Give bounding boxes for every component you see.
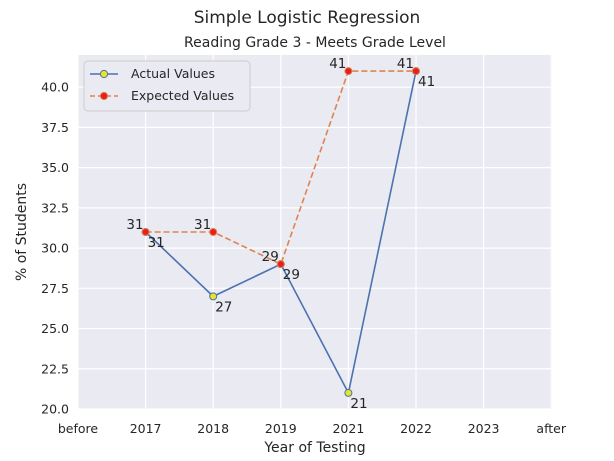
x-axis-label: Year of Testing [263, 440, 365, 456]
y-tick-label: 32.5 [41, 200, 69, 215]
expected-series-line [145, 70, 416, 266]
legend-label-expected: Expected Values [131, 88, 234, 103]
chart-title: Simple Logistic Regression [194, 8, 421, 28]
actual-point [344, 388, 353, 397]
x-tick-label: before [58, 421, 99, 436]
y-tick-label: 25.0 [41, 321, 69, 336]
x-tick-label: after [536, 421, 566, 436]
y-tick-label: 40.0 [41, 80, 69, 95]
tick-layer: before 2017 2018 2019 2021 2022 2023 after 20.0 2… [41, 80, 567, 436]
actual-data-label: 31 [148, 235, 165, 251]
legend: Actual Values Expected Values [83, 60, 251, 112]
y-tick-label: 30.0 [41, 241, 69, 256]
legend-marker-actual [99, 69, 109, 79]
x-tick-label: 2023 [468, 421, 500, 436]
actual-data-label: 29 [283, 267, 300, 283]
expected-data-label: 41 [397, 56, 414, 72]
chart-subtitle: Reading Grade 3 - Meets Grade Level [184, 35, 446, 51]
expected-data-label: 29 [262, 249, 279, 265]
expected-point [276, 260, 285, 269]
expected-data-label: 31 [126, 217, 143, 233]
expected-point [344, 67, 353, 76]
y-tick-label: 20.0 [41, 402, 69, 417]
legend-marker-expected [99, 91, 109, 101]
actual-point [209, 292, 218, 301]
actual-data-label: 27 [215, 299, 232, 315]
y-axis-label: % of Students [14, 183, 30, 281]
y-tick-label: 35.0 [41, 160, 69, 175]
x-tick-label: 2021 [332, 421, 364, 436]
x-tick-label: 2018 [197, 421, 229, 436]
actual-data-label: 21 [350, 396, 367, 412]
y-tick-label: 22.5 [41, 361, 69, 376]
expected-data-label: 31 [194, 217, 211, 233]
expected-data-label: 41 [329, 56, 346, 72]
y-tick-label: 37.5 [41, 120, 69, 135]
x-tick-label: 2019 [265, 421, 297, 436]
legend-label-actual: Actual Values [131, 66, 215, 81]
x-tick-label: 2022 [400, 421, 432, 436]
expected-point [209, 228, 218, 236]
series-layer [141, 67, 420, 397]
expected-point [141, 228, 150, 236]
actual-data-label: 41 [418, 74, 435, 90]
legend-box [83, 60, 251, 112]
y-tick-label: 27.5 [41, 281, 69, 296]
expected-point [412, 67, 420, 76]
x-tick-label: 2017 [130, 421, 162, 436]
